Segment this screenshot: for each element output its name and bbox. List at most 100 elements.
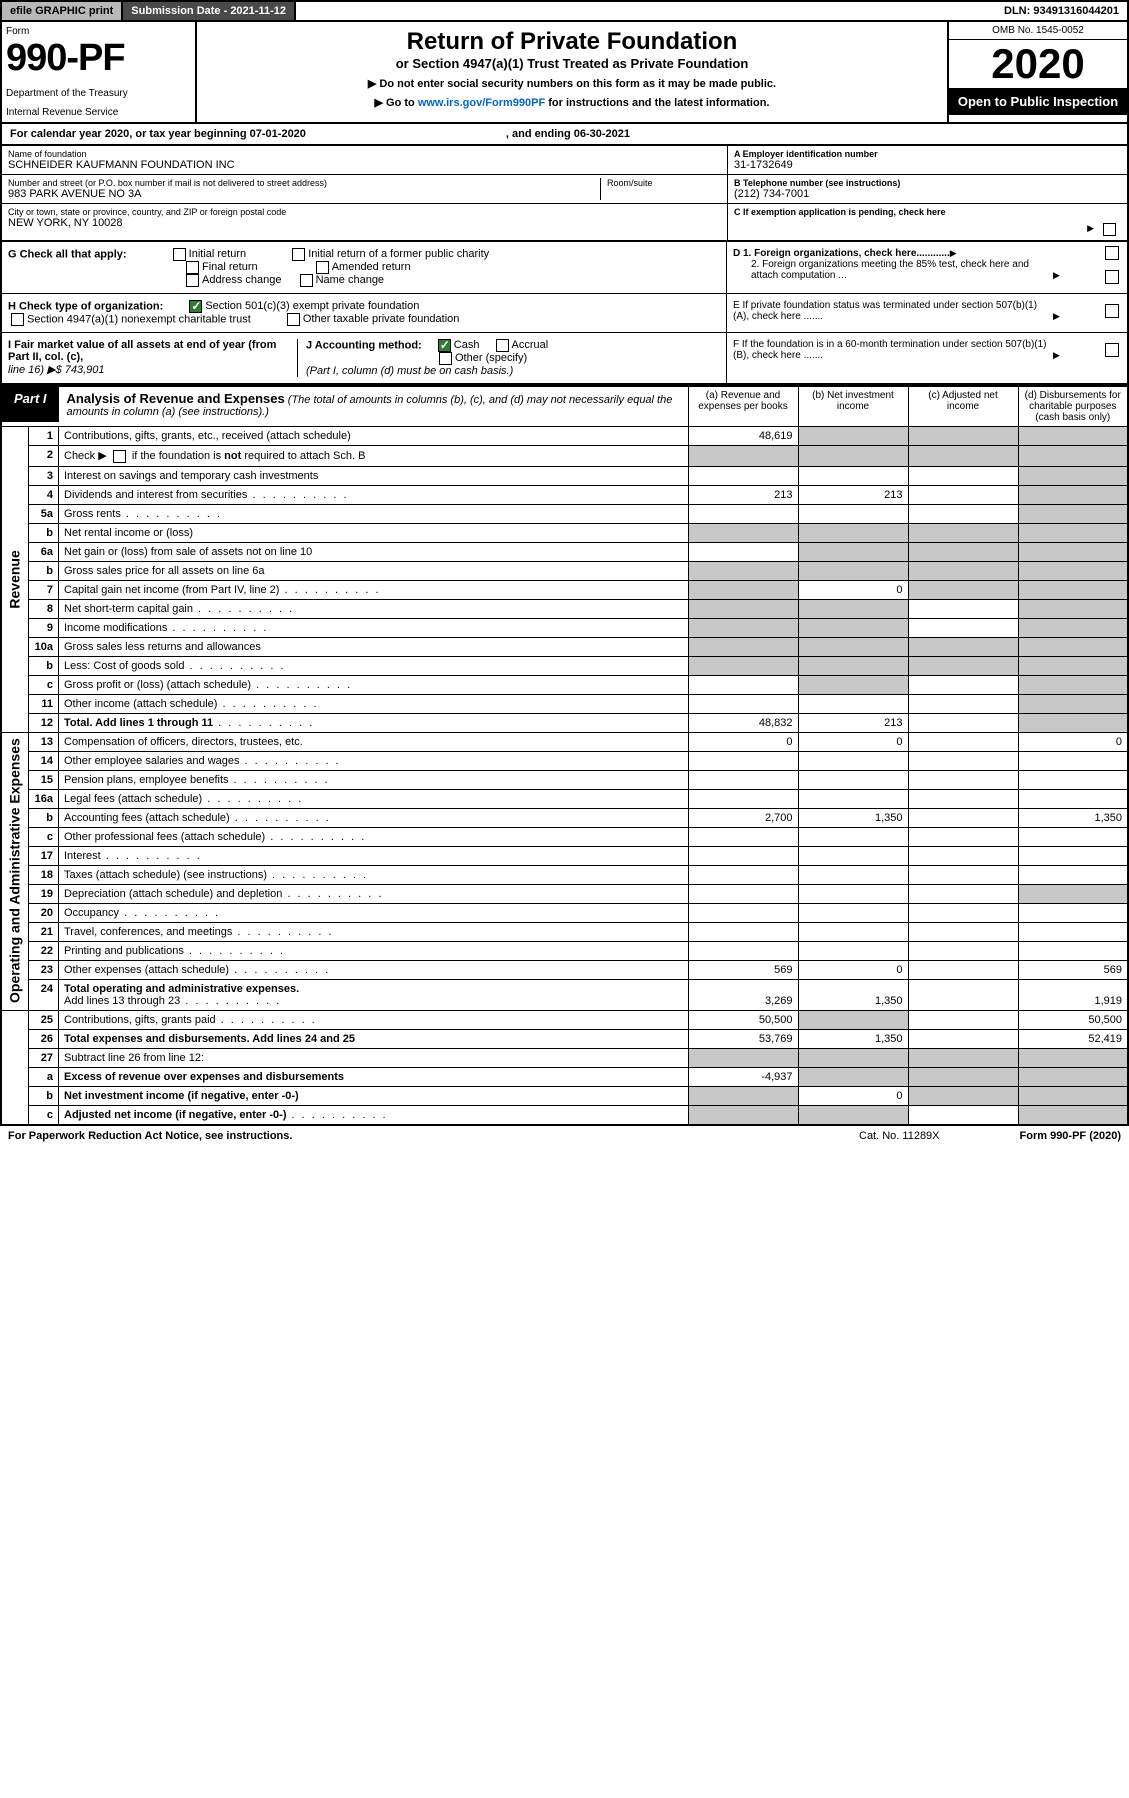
check-section: G Check all that apply: Initial return I… bbox=[0, 242, 1129, 385]
final-return-checkbox[interactable] bbox=[186, 261, 199, 274]
city-state-zip: NEW YORK, NY 10028 bbox=[8, 217, 721, 229]
form-header: Form 990-PF Department of the Treasury I… bbox=[0, 22, 1129, 124]
cat-number: Cat. No. 11289X bbox=[859, 1130, 940, 1142]
ssn-warning: ▶ Do not enter social security numbers o… bbox=[203, 77, 941, 90]
table-row: 11Other income (attach schedule) bbox=[1, 694, 1128, 713]
part1-table: Part I Analysis of Revenue and Expenses … bbox=[0, 385, 1129, 1126]
part1-title: Analysis of Revenue and Expenses (The to… bbox=[59, 387, 688, 422]
g-checks: G Check all that apply: Initial return I… bbox=[2, 242, 727, 293]
f-checkbox[interactable] bbox=[1105, 343, 1119, 357]
tax-year: 2020 bbox=[949, 40, 1127, 88]
e-terminated: E If private foundation status was termi… bbox=[727, 294, 1127, 332]
efile-label: efile GRAPHIC print bbox=[2, 2, 123, 20]
form-id-block: Form 990-PF Department of the Treasury I… bbox=[2, 22, 197, 122]
arrow-icon bbox=[1087, 223, 1097, 234]
address-change-checkbox[interactable] bbox=[186, 274, 199, 287]
table-row: cGross profit or (loss) (attach schedule… bbox=[1, 675, 1128, 694]
e-checkbox[interactable] bbox=[1105, 304, 1119, 318]
entity-info: Name of foundation SCHNEIDER KAUFMANN FO… bbox=[0, 146, 1129, 242]
year-end: , and ending 06-30-2021 bbox=[506, 128, 630, 140]
c-pending-checkbox[interactable] bbox=[1103, 223, 1116, 236]
name-change-checkbox[interactable] bbox=[300, 274, 313, 287]
revenue-side: Revenue bbox=[1, 427, 29, 733]
dln-label: DLN: 93491316044201 bbox=[996, 2, 1127, 20]
arrow-icon bbox=[1053, 311, 1063, 322]
table-row: 12Total. Add lines 1 through 1148,832213 bbox=[1, 713, 1128, 732]
table-row: 20Occupancy bbox=[1, 903, 1128, 922]
table-row: Revenue1Contributions, gifts, grants, et… bbox=[1, 427, 1128, 446]
table-row: 18Taxes (attach schedule) (see instructi… bbox=[1, 865, 1128, 884]
amended-checkbox[interactable] bbox=[316, 261, 329, 274]
ein-value: 31-1732649 bbox=[734, 159, 1121, 171]
h-org-type: H Check type of organization: Section 50… bbox=[2, 294, 727, 332]
schb-checkbox[interactable] bbox=[113, 450, 126, 463]
table-row: bLess: Cost of goods sold bbox=[1, 656, 1128, 675]
form-title: Return of Private Foundation bbox=[203, 28, 941, 56]
other-method-checkbox[interactable] bbox=[439, 352, 452, 365]
table-row: 15Pension plans, employee benefits bbox=[1, 770, 1128, 789]
city-label: City or town, state or province, country… bbox=[8, 207, 721, 217]
table-row: aExcess of revenue over expenses and dis… bbox=[1, 1067, 1128, 1086]
c-pending-label: C If exemption application is pending, c… bbox=[734, 207, 946, 217]
initial-return-checkbox[interactable] bbox=[173, 248, 186, 261]
form-url-link[interactable]: www.irs.gov/Form990PF bbox=[418, 97, 545, 109]
top-bar: efile GRAPHIC print Submission Date - 20… bbox=[0, 0, 1129, 22]
foundation-name: SCHNEIDER KAUFMANN FOUNDATION INC bbox=[8, 159, 721, 171]
d1-checkbox[interactable] bbox=[1105, 246, 1119, 260]
table-row: 25Contributions, gifts, grants paid50,50… bbox=[1, 1010, 1128, 1029]
table-row: 7Capital gain net income (from Part IV, … bbox=[1, 580, 1128, 599]
table-row: Operating and Administrative Expenses13C… bbox=[1, 732, 1128, 751]
initial-former-checkbox[interactable] bbox=[292, 248, 305, 261]
expenses-side: Operating and Administrative Expenses bbox=[1, 732, 29, 1010]
table-row: 10aGross sales less returns and allowanc… bbox=[1, 637, 1128, 656]
accrual-checkbox[interactable] bbox=[496, 339, 509, 352]
fmv-value: line 16) ▶$ 743,901 bbox=[8, 364, 105, 376]
page-footer: For Paperwork Reduction Act Notice, see … bbox=[0, 1126, 1129, 1146]
table-row: 2Check ▶ if the foundation is not requir… bbox=[1, 446, 1128, 467]
addr-label: Number and street (or P.O. box number if… bbox=[8, 178, 596, 188]
table-row: 21Travel, conferences, and meetings bbox=[1, 922, 1128, 941]
table-row: 8Net short-term capital gain bbox=[1, 599, 1128, 618]
table-row: 19Depreciation (attach schedule) and dep… bbox=[1, 884, 1128, 903]
street-address: 983 PARK AVENUE NO 3A bbox=[8, 188, 596, 200]
d-foreign: D 1. Foreign organizations, check here..… bbox=[727, 242, 1127, 293]
col-a-header: (a) Revenue and expenses per books bbox=[688, 386, 798, 427]
table-row: cOther professional fees (attach schedul… bbox=[1, 827, 1128, 846]
form-ref: Form 990-PF (2020) bbox=[1020, 1130, 1121, 1142]
pra-notice: For Paperwork Reduction Act Notice, see … bbox=[8, 1130, 292, 1142]
submission-date: Submission Date - 2021-11-12 bbox=[123, 2, 296, 20]
form-word: Form bbox=[6, 26, 191, 37]
tel-value: (212) 734-7001 bbox=[734, 188, 1121, 200]
col-d-header: (d) Disbursements for charitable purpose… bbox=[1018, 386, 1128, 427]
4947-checkbox[interactable] bbox=[11, 313, 24, 326]
dept-treasury: Department of the Treasury bbox=[6, 88, 191, 99]
other-taxable-checkbox[interactable] bbox=[287, 313, 300, 326]
table-row: 22Printing and publications bbox=[1, 941, 1128, 960]
omb-number: OMB No. 1545-0052 bbox=[949, 22, 1127, 40]
table-row: 14Other employee salaries and wages bbox=[1, 751, 1128, 770]
cash-checkbox[interactable] bbox=[438, 339, 451, 352]
year-begin: For calendar year 2020, or tax year begi… bbox=[10, 128, 306, 140]
f-60month: F If the foundation is in a 60-month ter… bbox=[727, 333, 1127, 383]
name-label: Name of foundation bbox=[8, 149, 721, 159]
tel-label: B Telephone number (see instructions) bbox=[734, 178, 1121, 188]
table-row: bNet investment income (if negative, ent… bbox=[1, 1086, 1128, 1105]
table-row: bNet rental income or (loss) bbox=[1, 523, 1128, 542]
calendar-year-row: For calendar year 2020, or tax year begi… bbox=[0, 124, 1129, 146]
table-row: bAccounting fees (attach schedule)2,7001… bbox=[1, 808, 1128, 827]
table-row: 23Other expenses (attach schedule)569056… bbox=[1, 960, 1128, 979]
form-title-block: Return of Private Foundation or Section … bbox=[197, 22, 947, 122]
table-row: 4Dividends and interest from securities2… bbox=[1, 485, 1128, 504]
table-row: 9Income modifications bbox=[1, 618, 1128, 637]
col-c-header: (c) Adjusted net income bbox=[908, 386, 1018, 427]
ein-label: A Employer identification number bbox=[734, 149, 1121, 159]
501c3-checkbox[interactable] bbox=[189, 300, 202, 313]
arrow-icon bbox=[1053, 270, 1063, 281]
arrow-icon bbox=[950, 248, 960, 259]
table-row: 26Total expenses and disbursements. Add … bbox=[1, 1029, 1128, 1048]
part1-label: Part I bbox=[2, 387, 59, 422]
d2-checkbox[interactable] bbox=[1105, 270, 1119, 284]
table-row: bGross sales price for all assets on lin… bbox=[1, 561, 1128, 580]
table-row: 27Subtract line 26 from line 12: bbox=[1, 1048, 1128, 1067]
irs-label: Internal Revenue Service bbox=[6, 107, 191, 118]
